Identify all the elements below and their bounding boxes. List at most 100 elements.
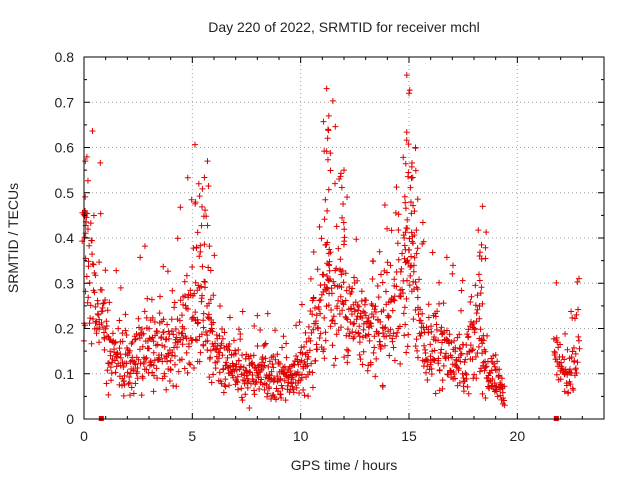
data-point [351, 334, 358, 341]
data-point [116, 381, 123, 388]
data-point [120, 378, 127, 385]
data-point [431, 333, 438, 340]
data-point [87, 302, 94, 309]
data-point [397, 360, 404, 367]
data-point [219, 352, 226, 359]
data-point [278, 382, 285, 389]
data-point [372, 303, 379, 310]
data-point [150, 349, 157, 356]
data-point [381, 325, 388, 332]
data-point [460, 388, 467, 395]
data-point [305, 335, 312, 342]
data-point [180, 301, 187, 308]
data-point [446, 331, 453, 338]
data-point [163, 386, 170, 393]
data-point [181, 278, 188, 285]
data-point [261, 386, 268, 393]
data-point [393, 283, 400, 290]
data-point [573, 369, 580, 376]
data-point [474, 292, 481, 299]
data-point [87, 315, 94, 322]
data-point [218, 340, 225, 347]
data-point [325, 186, 332, 193]
data-point [407, 184, 414, 191]
data-point [410, 268, 417, 275]
data-point [320, 346, 327, 353]
data-point [279, 344, 286, 351]
data-point [431, 347, 438, 354]
data-point [167, 366, 174, 373]
data-point [195, 319, 202, 326]
data-point [477, 326, 484, 333]
data-point [356, 323, 363, 330]
data-point [211, 252, 218, 259]
data-point [402, 199, 409, 206]
data-point [235, 326, 242, 333]
data-point [365, 314, 372, 321]
data-points [79, 72, 583, 421]
data-point [250, 352, 257, 359]
data-point [404, 225, 411, 232]
data-point [370, 349, 377, 356]
data-point [305, 323, 312, 330]
y-tick-label: 0 [66, 411, 74, 427]
data-point [87, 220, 94, 227]
data-point [226, 340, 233, 347]
data-point [356, 333, 363, 340]
data-point [360, 320, 367, 327]
data-point [403, 129, 410, 136]
data-point [197, 248, 204, 255]
data-point [380, 330, 387, 337]
data-point [439, 377, 446, 384]
data-point [344, 359, 351, 366]
data-point [454, 334, 461, 341]
data-point [327, 150, 334, 157]
data-point [324, 135, 331, 142]
data-point [204, 332, 211, 339]
data-point [220, 365, 227, 372]
data-point [290, 389, 297, 396]
data-point [360, 326, 367, 333]
data-point [107, 352, 114, 359]
data-point [201, 174, 208, 181]
data-point [214, 358, 221, 365]
data-point [136, 346, 143, 353]
data-point [404, 343, 411, 350]
data-point [192, 309, 199, 316]
data-point [334, 303, 341, 310]
data-point [268, 368, 275, 375]
data-point [339, 267, 346, 274]
data-point [212, 365, 219, 372]
data-point [570, 344, 577, 351]
data-point [281, 377, 288, 384]
data-point [427, 341, 434, 348]
data-point [465, 333, 472, 340]
data-point [277, 391, 284, 398]
data-point [205, 311, 212, 318]
data-point [123, 332, 130, 339]
data-point [296, 389, 303, 396]
data-point [251, 322, 258, 329]
data-point [317, 330, 324, 337]
data-point [482, 348, 489, 355]
data-point [433, 321, 440, 328]
x-tick-label: 15 [401, 428, 417, 444]
data-point [296, 319, 303, 326]
data-point [338, 184, 345, 191]
data-point [331, 320, 338, 327]
data-point [361, 309, 368, 316]
data-point [199, 263, 206, 270]
data-point [147, 358, 154, 365]
data-point [311, 305, 318, 312]
data-point [112, 369, 119, 376]
data-point [234, 373, 241, 380]
data-point [414, 245, 421, 252]
y-tick-label: 0.2 [55, 321, 75, 337]
data-point [443, 254, 450, 261]
data-point [390, 344, 397, 351]
data-point [205, 300, 212, 307]
data-point [551, 348, 558, 355]
data-point [232, 347, 239, 354]
data-point [376, 248, 383, 255]
data-point [462, 370, 469, 377]
